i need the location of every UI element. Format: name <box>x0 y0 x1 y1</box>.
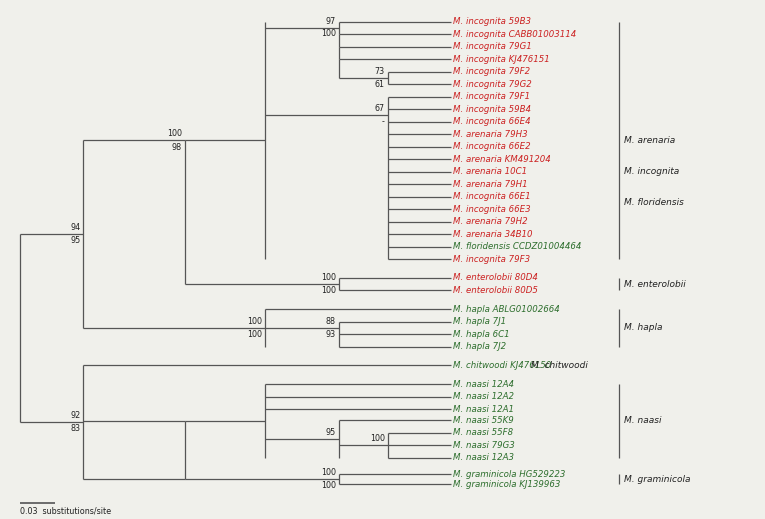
Text: M. arenaria 79H3: M. arenaria 79H3 <box>453 130 528 139</box>
Text: M. incognita 79G2: M. incognita 79G2 <box>453 79 532 89</box>
Text: 100: 100 <box>321 273 336 282</box>
Text: M. naasi 12A3: M. naasi 12A3 <box>453 454 514 462</box>
Text: 95: 95 <box>70 236 80 245</box>
Text: 88: 88 <box>326 317 336 325</box>
Text: 100: 100 <box>370 434 385 443</box>
Text: M. floridensis CCDZ01004464: M. floridensis CCDZ01004464 <box>453 242 581 251</box>
Text: 100: 100 <box>321 286 336 295</box>
Text: M. naasi 12A2: M. naasi 12A2 <box>453 392 514 401</box>
Text: 100: 100 <box>247 330 262 339</box>
Text: M. naasi: M. naasi <box>623 416 661 426</box>
Text: M. naasi 12A1: M. naasi 12A1 <box>453 405 514 414</box>
Text: M. incognita 79F2: M. incognita 79F2 <box>453 67 530 76</box>
Text: M. incognita 79F1: M. incognita 79F1 <box>453 92 530 101</box>
Text: M. incognita KJ476151: M. incognita KJ476151 <box>453 54 549 63</box>
Text: M. chitwoodi KJ476150: M. chitwoodi KJ476150 <box>453 361 551 370</box>
Text: M. graminicola: M. graminicola <box>623 475 690 484</box>
Text: M. enterolobii 80D4: M. enterolobii 80D4 <box>453 274 538 282</box>
Text: M. incognita 79G1: M. incognita 79G1 <box>453 42 532 51</box>
Text: -: - <box>382 117 385 127</box>
Text: 73: 73 <box>375 66 385 76</box>
Text: M. incognita 59B3: M. incognita 59B3 <box>453 17 531 26</box>
Text: M. naasi 12A4: M. naasi 12A4 <box>453 379 514 389</box>
Text: M. hapla 7J1: M. hapla 7J1 <box>453 317 506 326</box>
Text: 0.03  substitutions/site: 0.03 substitutions/site <box>21 506 112 515</box>
Text: M. incognita 66E4: M. incognita 66E4 <box>453 117 530 126</box>
Text: M. arenaria KM491204: M. arenaria KM491204 <box>453 155 551 163</box>
Text: M. incognita 66E3: M. incognita 66E3 <box>453 204 530 214</box>
Text: M. naasi 79G3: M. naasi 79G3 <box>453 441 515 450</box>
Text: 92: 92 <box>70 411 80 420</box>
Text: M. hapla: M. hapla <box>623 323 662 332</box>
Text: 67: 67 <box>375 104 385 113</box>
Text: M. incognita: M. incognita <box>623 167 679 176</box>
Text: M. arenaria 79H2: M. arenaria 79H2 <box>453 217 528 226</box>
Text: M. incognita CABB01003114: M. incognita CABB01003114 <box>453 30 576 38</box>
Text: M. graminicola KJ139963: M. graminicola KJ139963 <box>453 480 560 488</box>
Text: 94: 94 <box>70 223 80 232</box>
Text: M. hapla 6C1: M. hapla 6C1 <box>453 330 509 338</box>
Text: 100: 100 <box>167 129 182 138</box>
Text: M. incognita 79F3: M. incognita 79F3 <box>453 255 530 264</box>
Text: M. hapla ABLG01002664: M. hapla ABLG01002664 <box>453 305 559 313</box>
Text: M. arenaria: M. arenaria <box>623 136 675 145</box>
Text: 61: 61 <box>375 80 385 89</box>
Text: M. graminicola HG529223: M. graminicola HG529223 <box>453 470 565 479</box>
Text: 100: 100 <box>321 468 336 477</box>
Text: M. naasi 55K9: M. naasi 55K9 <box>453 416 513 425</box>
Text: 100: 100 <box>247 317 262 325</box>
Text: M. incognita 66E2: M. incognita 66E2 <box>453 142 530 151</box>
Text: M. enterolobii 80D5: M. enterolobii 80D5 <box>453 286 538 295</box>
Text: 83: 83 <box>70 425 80 433</box>
Text: 100: 100 <box>321 482 336 490</box>
Text: 93: 93 <box>326 330 336 339</box>
Text: M. chitwoodi: M. chitwoodi <box>531 361 588 370</box>
Text: M. naasi 55F8: M. naasi 55F8 <box>453 428 513 438</box>
Text: M. arenaria 34B10: M. arenaria 34B10 <box>453 229 532 239</box>
Text: M. floridensis: M. floridensis <box>623 198 683 207</box>
Text: M. hapla 7J2: M. hapla 7J2 <box>453 342 506 351</box>
Text: M. arenaria 10C1: M. arenaria 10C1 <box>453 167 527 176</box>
Text: 100: 100 <box>321 29 336 38</box>
Text: M. incognita 59B4: M. incognita 59B4 <box>453 104 531 114</box>
Text: 97: 97 <box>326 17 336 25</box>
Text: M. arenaria 79H1: M. arenaria 79H1 <box>453 180 528 188</box>
Text: 98: 98 <box>172 143 182 152</box>
Text: M. incognita 66E1: M. incognita 66E1 <box>453 192 530 201</box>
Text: 95: 95 <box>326 428 336 437</box>
Text: M. enterolobii: M. enterolobii <box>623 280 685 289</box>
